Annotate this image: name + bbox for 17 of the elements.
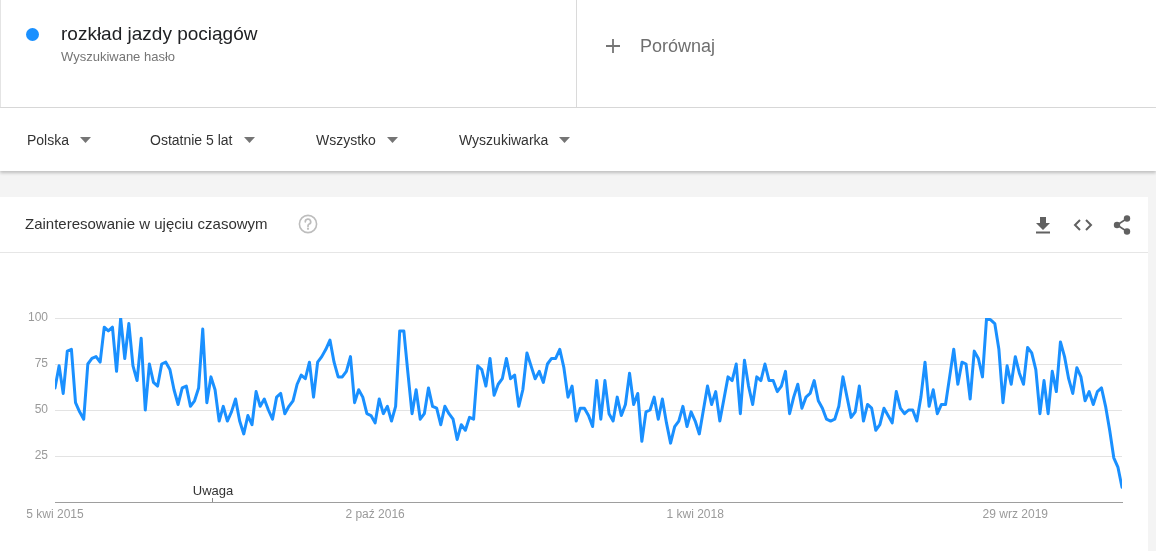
text: Ostatnie 5 lat (150, 131, 233, 148)
text: Polska (27, 131, 70, 148)
chart-title: Zainteresowanie w ujęciu czasowym (25, 215, 268, 233)
x-tick-label: 2 paź 2016 (345, 506, 406, 521)
x-tick-label: 5 kwi 2015 (26, 506, 85, 521)
text: Wyszukiwarka (459, 131, 549, 148)
y-tick-label: 25 (34, 448, 49, 463)
y-tick-label: 100 (27, 310, 49, 325)
text: Wszystko (316, 131, 376, 148)
text: Porównaj (640, 35, 716, 57)
text: Wyszukiwane hasło (61, 49, 176, 65)
y-tick-label: 75 (34, 356, 49, 371)
x-tick-label: 1 kwi 2018 (666, 506, 725, 521)
legend-label: rozkład jazdy pociągów (61, 23, 258, 45)
x-tick-label: 29 wrz 2019 (982, 506, 1049, 521)
y-tick-label: 50 (34, 402, 49, 417)
annotation: Uwaga (192, 483, 234, 498)
